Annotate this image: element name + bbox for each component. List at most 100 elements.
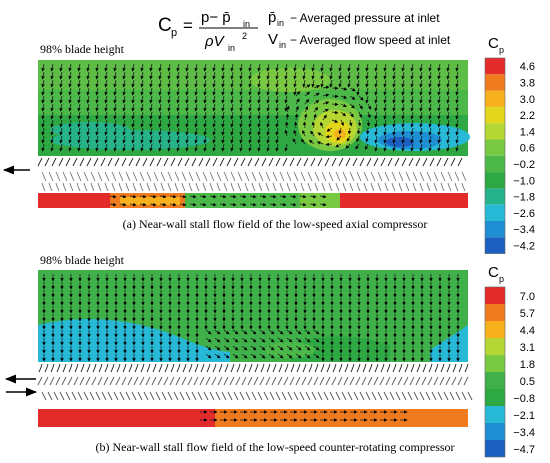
velocity-vector (239, 111, 243, 120)
velocity-vector (392, 143, 396, 152)
velocity-vector (86, 143, 90, 152)
blade-profile (338, 363, 343, 373)
velocity-vector (185, 79, 189, 88)
blade-profile (377, 171, 383, 182)
panel-b-colorbar-tick: 3.1 (520, 342, 535, 354)
panel-b-colorbar-tick: 5.7 (520, 308, 535, 320)
velocity-vector (277, 337, 284, 343)
blade-profile (140, 363, 145, 373)
blade-profile (111, 171, 117, 182)
blade-profile (425, 391, 431, 401)
velocity-vector (295, 345, 302, 351)
velocity-vector (86, 111, 90, 120)
velocity-vector (365, 87, 369, 96)
blade-profile (301, 376, 307, 386)
velocity-vector (285, 113, 290, 121)
velocity-vector (428, 127, 432, 136)
velocity-vector (104, 79, 108, 88)
velocity-vector (239, 143, 243, 152)
velocity-vector (311, 121, 316, 129)
blade-profile (139, 171, 145, 182)
blade-profile (191, 157, 197, 167)
velocity-vector (221, 79, 225, 88)
velocity-vector (214, 345, 221, 351)
velocity-vector (68, 79, 72, 88)
velocity-vector (223, 353, 230, 359)
blade-profile (167, 182, 172, 192)
velocity-vector (257, 103, 261, 112)
blade-profile (223, 171, 229, 182)
blade-profile (311, 391, 317, 401)
velocity-vector (279, 194, 287, 199)
blade-profile (152, 363, 157, 373)
velocity-vector (50, 119, 54, 128)
blade-profile (155, 391, 161, 401)
blade-profile (331, 376, 337, 386)
velocity-vector (392, 71, 396, 80)
velocity-vector (158, 103, 162, 112)
velocity-vector (176, 103, 180, 112)
velocity-vector (59, 63, 63, 72)
velocity-vector (383, 135, 387, 144)
velocity-vector (167, 87, 171, 96)
velocity-vector (320, 63, 324, 72)
velocity-vector (59, 143, 63, 152)
velocity-vector (446, 95, 450, 104)
def2-sub: in (279, 40, 286, 50)
def2-symbol: V (268, 31, 278, 48)
velocity-vector (446, 63, 450, 72)
velocity-vector (266, 135, 270, 144)
velocity-vector (304, 98, 310, 105)
velocity-vector (179, 194, 187, 199)
blade-profile (58, 157, 64, 167)
blade-profile (433, 171, 439, 182)
velocity-vector (374, 71, 378, 80)
blade-profile (394, 157, 400, 167)
velocity-vector (455, 95, 459, 104)
blade-profile (100, 157, 106, 167)
blade-profile (359, 391, 365, 401)
velocity-vector (358, 95, 364, 101)
velocity-vector (455, 143, 459, 152)
blade-profile (347, 391, 353, 401)
blade-profile (410, 363, 415, 373)
velocity-vector (248, 63, 252, 72)
velocity-vector (299, 194, 307, 199)
velocity-vector (279, 202, 287, 207)
blade-profile (317, 391, 323, 401)
velocity-vector (185, 87, 189, 96)
blade-profile (251, 182, 256, 192)
panel-b-colorbar-tick: 4.4 (520, 325, 535, 337)
velocity-vector (113, 127, 117, 136)
blade-profile (72, 157, 78, 167)
velocity-vector (194, 103, 198, 112)
velocity-vector (203, 103, 207, 112)
velocity-vector (140, 87, 144, 96)
blade-profile (422, 157, 428, 167)
velocity-vector (304, 353, 311, 359)
blade-profile (170, 157, 176, 167)
velocity-vector (335, 143, 342, 148)
blade-profile (209, 182, 214, 192)
velocity-vector (241, 329, 248, 335)
velocity-vector (410, 103, 414, 112)
blade-profile (413, 391, 419, 401)
velocity-vector (284, 63, 288, 72)
blade-profile (391, 376, 397, 386)
velocity-vector (59, 119, 63, 128)
velocity-vector (304, 91, 310, 97)
panel-b-colorbar-swatch (485, 389, 505, 406)
blade-profile (419, 171, 425, 182)
velocity-vector (77, 71, 81, 80)
velocity-vector (95, 87, 99, 96)
velocity-vector (205, 345, 212, 351)
velocity-vector (149, 71, 153, 80)
velocity-vector (428, 87, 432, 96)
velocity-vector (212, 79, 216, 88)
blade-profile (426, 182, 431, 192)
velocity-vector (356, 79, 360, 88)
velocity-vector (167, 135, 171, 144)
blade-profile (429, 157, 435, 167)
velocity-vector (275, 79, 279, 88)
blade-profile (229, 376, 235, 386)
